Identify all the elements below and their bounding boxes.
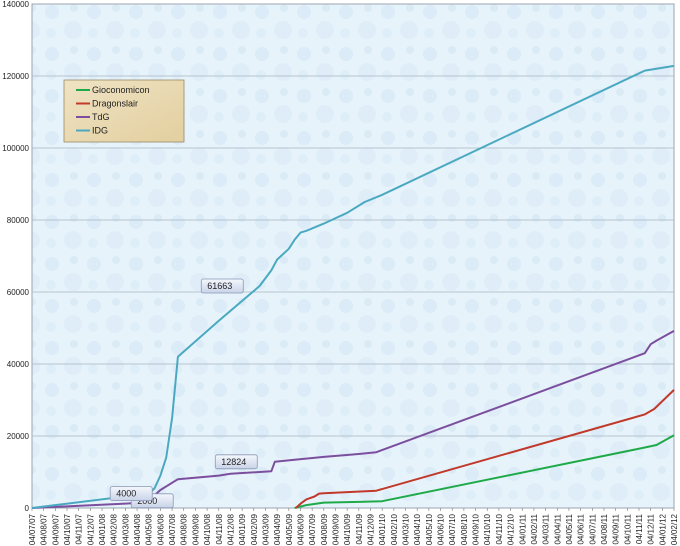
plot-area — [31, 3, 675, 509]
x-tick-label: 04/05/09 — [285, 513, 294, 545]
legend-entry-dragonslair: Dragonslair — [92, 99, 138, 109]
series-line-tdg — [31, 330, 675, 509]
x-axis: 04/07/07 04/08/07 04/09/07 04/10/07 04/11/07… — [28, 508, 679, 545]
x-tick-label: 04/10/11 — [623, 513, 632, 544]
y-tick-label-140000: 140000 — [2, 0, 29, 9]
x-tick-label: 04/08/08 — [180, 513, 189, 545]
x-tick-label: 04/02/09 — [250, 513, 259, 545]
x-tick-label: 04/11/11 — [635, 513, 644, 544]
y-tick-label-100000: 100000 — [2, 144, 29, 153]
x-tick-label: 04/02/11 — [530, 513, 539, 544]
x-tick-label: 04/02/10 — [390, 513, 399, 545]
y-tick-label-60000: 60000 — [7, 288, 30, 297]
x-tick-label: 04/07/10 — [448, 513, 457, 545]
x-tick-label: 04/11/10 — [495, 513, 504, 544]
x-tick-label: 04/12/10 — [507, 513, 516, 545]
callout-box — [200, 278, 244, 294]
series-lines — [31, 64, 675, 509]
y-tick-label-120000: 120000 — [2, 72, 29, 81]
x-tick-label: 04/12/09 — [367, 513, 376, 545]
series-line-gioconomicon — [294, 434, 675, 509]
x-tick-label: 04/08/07 — [40, 513, 49, 545]
x-tick-label: 04/02/08 — [110, 513, 119, 545]
callout-label: 4000 — [116, 489, 136, 499]
y-tick-label-80000: 80000 — [7, 216, 30, 225]
x-tick-label: 04/11/08 — [215, 513, 224, 544]
data-callout-12824: 12824 — [214, 454, 258, 470]
y-axis: 0 20000 40000 60000 80000 100000 120000 140000 — [2, 0, 29, 513]
y-tick-label-0: 0 — [25, 504, 30, 513]
callout-label: 12824 — [221, 457, 246, 467]
data-callout-61663: 61663 — [200, 278, 244, 294]
x-tick-label: 04/03/10 — [402, 513, 411, 545]
x-tick-label: 04/09/11 — [612, 513, 621, 544]
callout-label: 61663 — [207, 281, 232, 291]
x-tick-label: 04/10/08 — [203, 513, 212, 545]
x-tick-label: 04/09/08 — [191, 513, 200, 545]
x-tick-label: 04/10/10 — [483, 513, 492, 545]
x-tick-label: 04/05/11 — [565, 513, 574, 544]
x-tick-label: 04/06/11 — [577, 513, 586, 544]
x-tick-label: 04/06/08 — [156, 513, 165, 545]
legend-entry-tdg: TdG — [92, 112, 110, 122]
x-tick-label: 04/02/12 — [670, 513, 679, 545]
x-tick-label: 04/01/12 — [658, 513, 667, 545]
callout-box — [109, 486, 153, 502]
series-line-idg — [31, 64, 675, 509]
x-tick-label: 04/04/08 — [133, 513, 142, 545]
x-tick-label: 04/07/09 — [308, 513, 317, 545]
x-tick-label: 04/04/09 — [273, 513, 282, 545]
x-tick-label: 04/09/10 — [472, 513, 481, 545]
legend-entry-idg: IDG — [92, 126, 108, 136]
legend: Gioconomicon Dragonslair TdG IDG — [63, 79, 185, 143]
x-tick-label: 04/05/08 — [145, 513, 154, 545]
x-tick-label: 04/07/11 — [588, 513, 597, 544]
x-tick-label: 04/10/07 — [63, 513, 72, 545]
x-tick-label: 04/03/11 — [542, 513, 551, 544]
x-tick-label: 04/12/07 — [86, 513, 95, 545]
data-callout-4000: 4000 — [109, 486, 153, 502]
x-tick-label: 04/01/11 — [518, 513, 527, 544]
x-tick-label: 04/12/08 — [226, 513, 235, 545]
x-tick-label: 04/09/09 — [331, 513, 340, 545]
x-tick-label: 04/08/10 — [460, 513, 469, 545]
x-tick-label: 04/04/11 — [553, 513, 562, 544]
x-tick-label: 04/01/09 — [238, 513, 247, 545]
y-tick-label-20000: 20000 — [7, 432, 30, 441]
callout-box — [214, 454, 258, 470]
x-tick-label: 04/08/09 — [320, 513, 329, 545]
x-tick-label: 04/06/10 — [437, 513, 446, 545]
x-tick-label: 04/01/08 — [98, 513, 107, 545]
x-tick-label: 04/07/07 — [28, 513, 37, 545]
data-callouts: 200012824400061663 — [109, 278, 258, 509]
x-tick-label: 04/11/09 — [355, 513, 364, 544]
x-tick-label: 04/07/08 — [168, 513, 177, 545]
x-tick-label: 04/11/07 — [75, 513, 84, 544]
x-tick-label: 04/01/10 — [378, 513, 387, 545]
x-tick-label: 04/05/10 — [425, 513, 434, 545]
x-tick-label: 04/03/09 — [261, 513, 270, 545]
x-tick-label: 04/04/10 — [413, 513, 422, 545]
legend-entry-gioconomicon: Gioconomicon — [92, 85, 150, 95]
x-tick-label: 04/06/09 — [296, 513, 305, 545]
x-tick-label: 04/08/11 — [600, 513, 609, 544]
x-tick-label: 04/12/11 — [647, 513, 656, 544]
x-tick-label: 04/10/09 — [343, 513, 352, 545]
series-line-dragonslair — [295, 389, 675, 509]
x-tick-label: 04/09/07 — [51, 513, 60, 545]
x-tick-label: 04/03/08 — [121, 513, 130, 545]
y-tick-label-40000: 40000 — [7, 360, 30, 369]
